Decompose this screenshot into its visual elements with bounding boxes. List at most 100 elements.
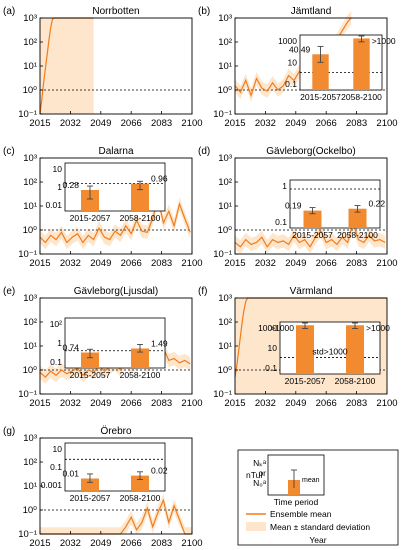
x-tick-label: 2032	[60, 538, 81, 549]
x-tick-label: 2015	[224, 258, 245, 269]
inset-bar	[303, 210, 322, 228]
y-tick-label: 10⁰	[218, 85, 233, 96]
ensemble-mean-line	[39, 198, 191, 244]
y-tick-label: 10¹	[23, 481, 37, 492]
ensemble-mean-line	[234, 220, 386, 248]
inset-y-label: 0.1	[285, 79, 297, 89]
x-tick-label: 2015	[224, 398, 245, 409]
x-tick-label: 2066	[121, 118, 142, 129]
inset-frame	[64, 317, 166, 369]
panel-title: Norrbotten	[92, 6, 139, 17]
inset-bar-chart: 1000 10 0.1 40.49 2015-2057 >1000 2058-2100	[278, 34, 396, 102]
inset-frame	[64, 162, 166, 212]
y-tick-label: 10⁻¹	[18, 249, 37, 260]
inset-period-label: 2058-2100	[120, 370, 161, 380]
legend-side-label: nTul	[246, 470, 262, 480]
inset-y-label: 0.01	[45, 200, 62, 210]
inset-bar	[131, 475, 149, 491]
inset-bar-chart: 10 1 0.010.28 2015-2057 0.96 2058-2100	[45, 162, 168, 223]
x-axis-title: Year	[309, 535, 326, 545]
inset-period-label: 2015-2057	[300, 92, 341, 102]
legend-band-swatch	[246, 522, 266, 531]
inset-mean-label: >1000	[366, 323, 390, 333]
x-tick-label: 2100	[376, 118, 397, 129]
x-tick-label: 2049	[285, 398, 306, 409]
inset-note: std>1000	[312, 347, 347, 357]
inset-y-label: 10²	[50, 319, 62, 329]
inset-y-label: 10	[53, 164, 63, 174]
y-tick-label: 10⁰	[23, 85, 38, 96]
x-tick-label: 2100	[181, 258, 202, 269]
std-band	[40, 18, 94, 114]
panel-label: (e)	[3, 286, 15, 297]
x-tick-label: 2100	[376, 398, 397, 409]
inset-mean-label: 0.28	[62, 180, 79, 190]
x-tick-label: 2083	[151, 398, 172, 409]
x-tick-label: 2083	[346, 118, 367, 129]
y-tick-label: 10³	[23, 153, 37, 164]
y-tick-label: 10¹	[218, 201, 232, 212]
inset-y-label: 1000	[278, 36, 297, 46]
panel-label: (a)	[3, 6, 15, 17]
x-tick-label: 2015	[29, 398, 50, 409]
panel-7: 2015 2032 2049 2066 2083 2100 10⁻¹ 10⁰ 10¹ 10² 10³…	[3, 425, 203, 549]
x-tick-label: 2100	[181, 118, 202, 129]
y-tick-label: 10¹	[23, 201, 37, 212]
inset-y-label: 0.001	[41, 480, 63, 490]
inset-period-label: 2058-2100	[341, 92, 382, 102]
y-tick-label: 10⁰	[23, 365, 38, 376]
y-tick-label: 10³	[218, 293, 232, 304]
inset-bar	[353, 38, 370, 90]
panel-label: (b)	[198, 6, 210, 17]
panel-3: 2015 2032 2049 2066 2083 2100 10⁻¹ 10⁰ 10¹ 10² 10³…	[3, 146, 203, 269]
inset-bar	[131, 348, 149, 368]
y-tick-label: 10²	[23, 317, 37, 328]
x-tick-label: 2032	[255, 398, 276, 409]
x-tick-label: 2083	[346, 398, 367, 409]
x-tick-label: 2015	[224, 118, 245, 129]
y-tick-label: 10³	[23, 433, 37, 444]
panel-label: (f)	[198, 286, 207, 297]
legend-ylabel-or: or	[258, 468, 266, 478]
std-band	[235, 216, 386, 254]
x-tick-label: 2066	[316, 118, 337, 129]
inset-bar	[81, 478, 99, 491]
panel-label: (c)	[3, 146, 15, 157]
legend-mean-label: mean	[302, 477, 320, 484]
legend-ylabel-top: Nₖᵃ	[253, 458, 267, 468]
inset-bar	[312, 54, 329, 90]
inset-y-label: 1	[57, 182, 62, 192]
inset-period-label: 2015-2057	[292, 230, 333, 240]
inset-mean-label: 40.49	[289, 44, 311, 54]
x-tick-label: 2032	[255, 258, 276, 269]
inset-y-label: 0.1	[50, 462, 62, 472]
x-tick-label: 2083	[346, 258, 367, 269]
y-tick-label: 10³	[218, 153, 232, 164]
y-tick-label: 10¹	[218, 341, 232, 352]
x-tick-label: 2066	[121, 398, 142, 409]
panel-6: 2015 2032 2049 2066 2083 2100 10⁻¹ 10⁰ 10¹ 10² 10³…	[198, 286, 398, 409]
x-tick-label: 2032	[60, 398, 81, 409]
panel-title: Värmland	[290, 286, 333, 297]
inset-period-label: 2058-2100	[120, 493, 161, 503]
panel-title: Gävleborg(Ockelbo)	[266, 146, 355, 157]
x-tick-label: 2100	[376, 258, 397, 269]
y-tick-label: 10⁻¹	[213, 389, 232, 400]
x-tick-label: 2015	[29, 258, 50, 269]
inset-y-label: 1	[57, 338, 62, 348]
panel-label: (d)	[198, 146, 210, 157]
inset-bar	[131, 183, 149, 211]
std-band	[40, 493, 192, 534]
inset-bar-chart: 1 0.1 0.19 2015-2057 0.22 2058-2100	[275, 179, 385, 240]
y-tick-label: 10²	[23, 37, 37, 48]
y-tick-label: 10¹	[218, 61, 232, 72]
inset-y-label: 0.1	[265, 363, 277, 373]
x-tick-label: 2032	[60, 258, 81, 269]
y-tick-label: 10¹	[23, 341, 37, 352]
inset-period-label: 2058-2100	[120, 213, 161, 223]
inset-mean-label: >1000	[372, 36, 396, 46]
panel-2: 2015 2032 2049 2066 2083 2100 10⁻¹ 10⁰ 10¹ 10² 10³…	[198, 6, 398, 129]
panel-title: Gävleborg(Ljusdal)	[74, 286, 159, 297]
y-tick-label: 10²	[218, 177, 232, 188]
